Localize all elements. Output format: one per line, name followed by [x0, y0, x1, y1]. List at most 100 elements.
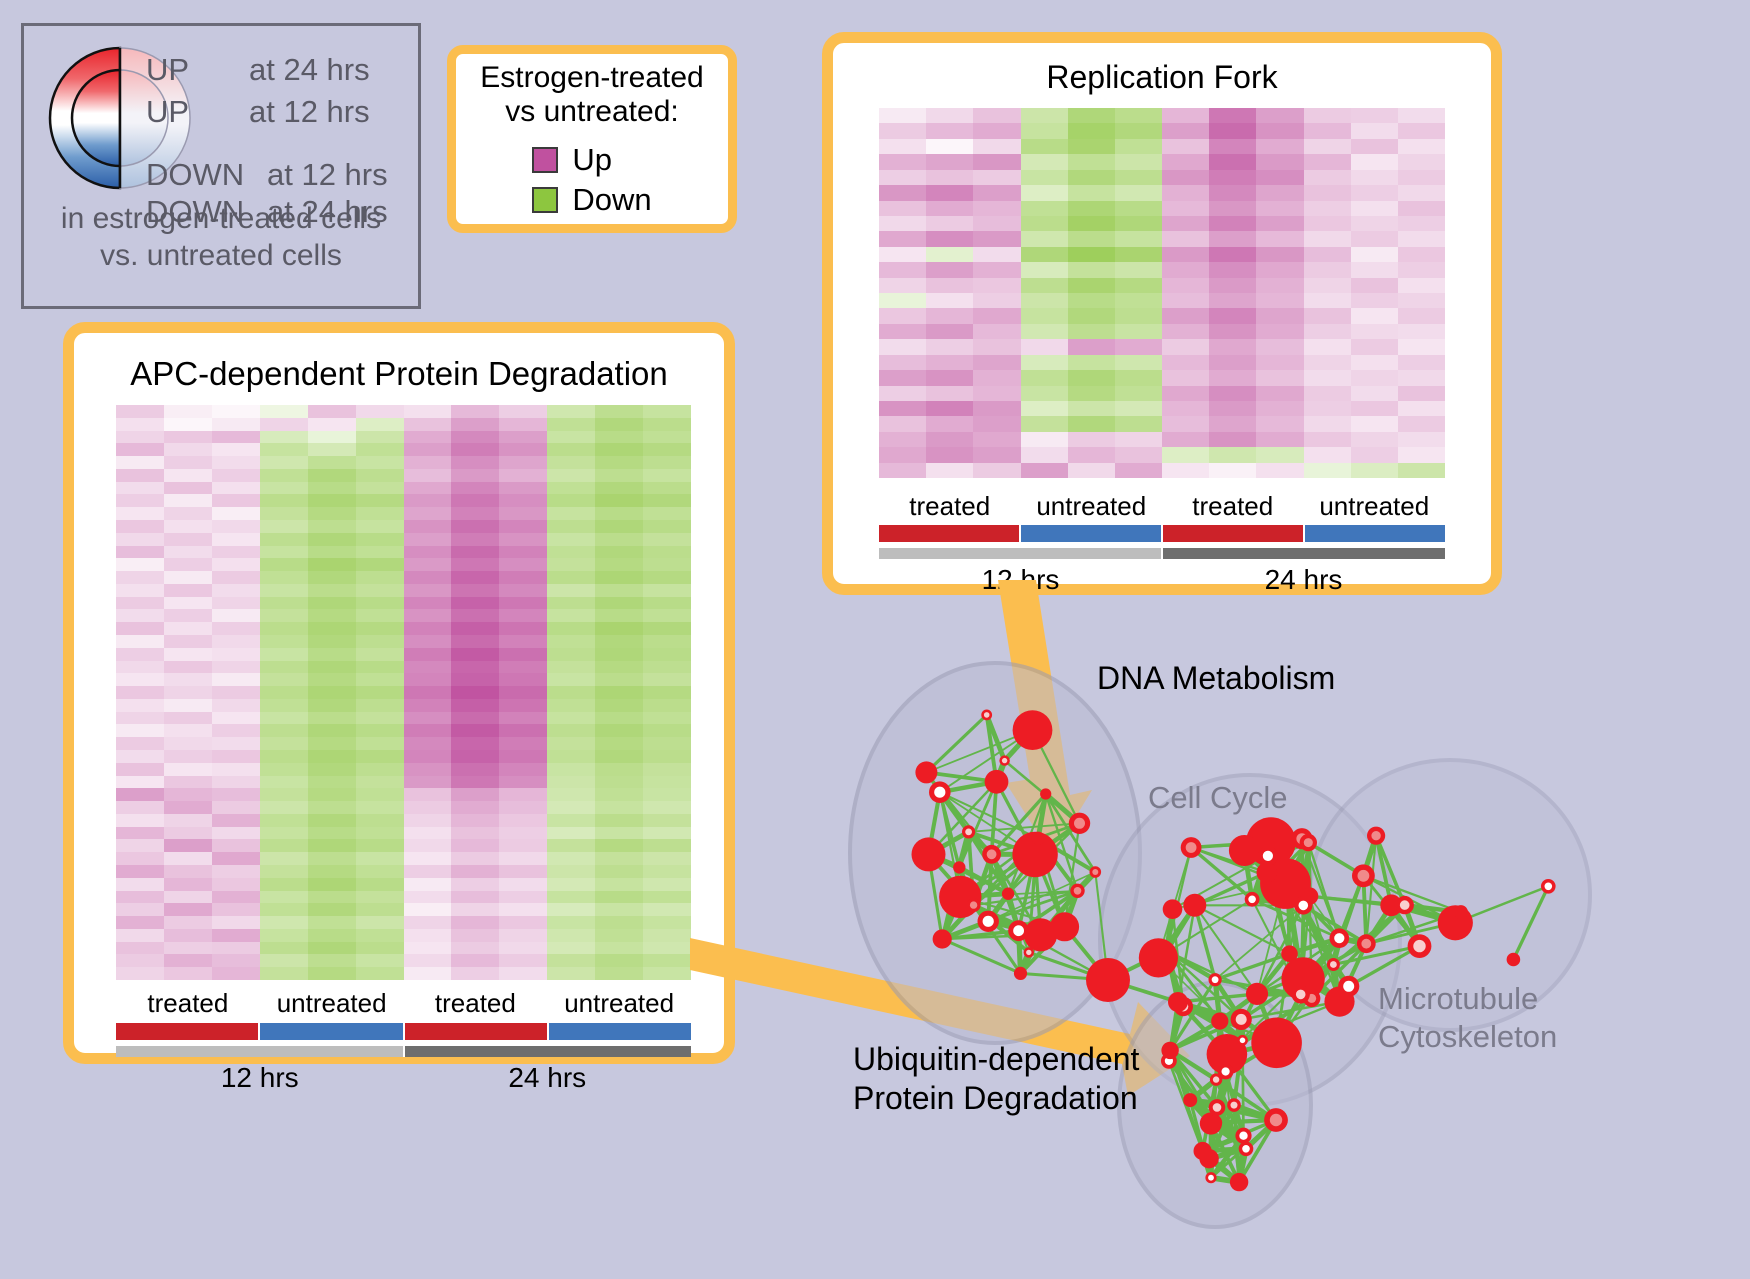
network-node[interactable]: [1235, 1127, 1252, 1144]
heatmap-cell: [355, 928, 404, 942]
network-node[interactable]: [1237, 1034, 1248, 1046]
network-node[interactable]: [1227, 1098, 1241, 1112]
network-node[interactable]: [1251, 1017, 1302, 1069]
network-node[interactable]: [1229, 1172, 1249, 1192]
network-node[interactable]: [1207, 1115, 1223, 1131]
network-node[interactable]: [1023, 947, 1034, 958]
network-node[interactable]: [1228, 835, 1260, 866]
heatmap-cell: [211, 494, 260, 508]
network-node[interactable]: [1162, 899, 1183, 919]
heatmap-cell: [1209, 293, 1257, 309]
heatmap-cell: [926, 200, 974, 216]
network-node[interactable]: [1395, 895, 1414, 915]
network-node[interactable]: [1326, 958, 1340, 971]
network-node[interactable]: [1258, 846, 1278, 866]
heatmap-cell: [547, 481, 596, 495]
network-node[interactable]: [999, 755, 1010, 766]
network-node[interactable]: [1070, 883, 1085, 898]
network-node[interactable]: [1208, 1099, 1226, 1116]
heatmap-cell: [451, 852, 500, 865]
network-node[interactable]: [1244, 891, 1260, 907]
network-node[interactable]: [1338, 975, 1360, 997]
network-node[interactable]: [1193, 1141, 1212, 1161]
heatmap-cell: [451, 596, 500, 610]
network-node[interactable]: [915, 761, 938, 784]
network-node[interactable]: [1013, 966, 1028, 980]
heatmap-cell: [259, 494, 308, 508]
network-node[interactable]: [1205, 1172, 1217, 1184]
network-node[interactable]: [1183, 893, 1207, 917]
network-node[interactable]: [977, 910, 999, 932]
network-node[interactable]: [1012, 831, 1058, 878]
network-node[interactable]: [1180, 837, 1202, 858]
network-node[interactable]: [1008, 920, 1029, 942]
network-node[interactable]: [1183, 1093, 1198, 1108]
network-node[interactable]: [911, 837, 946, 872]
heatmap-cell: [259, 877, 308, 891]
heatmap-cell: [163, 634, 212, 648]
network-node[interactable]: [1138, 938, 1178, 978]
network-node[interactable]: [962, 825, 976, 839]
network-node[interactable]: [1206, 1034, 1248, 1075]
network-node[interactable]: [1541, 879, 1556, 894]
network-node[interactable]: [929, 781, 951, 803]
network-node[interactable]: [982, 844, 1001, 864]
network-node[interactable]: [1209, 1073, 1223, 1086]
heatmap-cell: [1020, 308, 1068, 324]
network-node[interactable]: [1506, 952, 1521, 967]
network-node[interactable]: [1001, 887, 1015, 900]
network-node[interactable]: [1407, 934, 1432, 958]
network-node[interactable]: [981, 709, 993, 721]
network-node[interactable]: [1281, 945, 1298, 962]
network-node[interactable]: [1211, 1012, 1229, 1030]
heatmap-cell: [595, 749, 644, 763]
heatmap-cell: [643, 622, 691, 635]
network-node[interactable]: [1158, 942, 1176, 960]
heatmap-cell: [499, 647, 548, 661]
network-node[interactable]: [1256, 862, 1278, 883]
heatmap-cell: [1209, 169, 1257, 186]
heatmap-cell: [1350, 277, 1398, 293]
network-node[interactable]: [1299, 833, 1317, 852]
network-node[interactable]: [1208, 973, 1222, 987]
network-node[interactable]: [1329, 928, 1350, 948]
network-node[interactable]: [1086, 958, 1130, 1002]
network-node[interactable]: [1031, 831, 1045, 845]
network-node[interactable]: [1238, 1141, 1254, 1157]
network-node[interactable]: [1291, 985, 1310, 1004]
network-node[interactable]: [932, 929, 952, 949]
network-node[interactable]: [1453, 905, 1468, 920]
heatmap-cell: [1114, 246, 1162, 263]
network-node[interactable]: [1352, 864, 1375, 888]
network-node[interactable]: [984, 769, 1009, 794]
heatmap-cell: [879, 277, 927, 293]
network-node[interactable]: [1012, 710, 1053, 750]
network-node[interactable]: [1294, 896, 1313, 915]
network-node[interactable]: [1161, 1041, 1179, 1060]
network-node[interactable]: [1356, 934, 1376, 954]
heatmap-cell: [403, 852, 452, 865]
network-node[interactable]: [1068, 812, 1091, 834]
heatmap-cell: [879, 169, 927, 186]
network-node[interactable]: [1217, 1063, 1234, 1080]
heatmap-cell: [499, 468, 548, 482]
network-node[interactable]: [1380, 894, 1403, 917]
network-node[interactable]: [1050, 912, 1080, 942]
network-node[interactable]: [1040, 788, 1052, 800]
heatmap-cell: [1256, 277, 1304, 293]
heatmap-cell: [211, 596, 260, 610]
network-node[interactable]: [1281, 957, 1325, 1001]
network-node[interactable]: [1168, 992, 1188, 1012]
network-node[interactable]: [953, 861, 966, 874]
network-node[interactable]: [1230, 1008, 1252, 1030]
heatmap-cell: [307, 852, 356, 865]
network-node[interactable]: [1089, 866, 1102, 878]
network-node[interactable]: [966, 898, 981, 913]
heatmap-cell: [259, 967, 308, 980]
network-node[interactable]: [1264, 1108, 1288, 1132]
network-node[interactable]: [1367, 826, 1386, 845]
network-node[interactable]: [1245, 982, 1269, 1005]
heatmap-cell: [116, 954, 164, 968]
network-node[interactable]: [1024, 918, 1058, 952]
network-node[interactable]: [1277, 869, 1298, 889]
